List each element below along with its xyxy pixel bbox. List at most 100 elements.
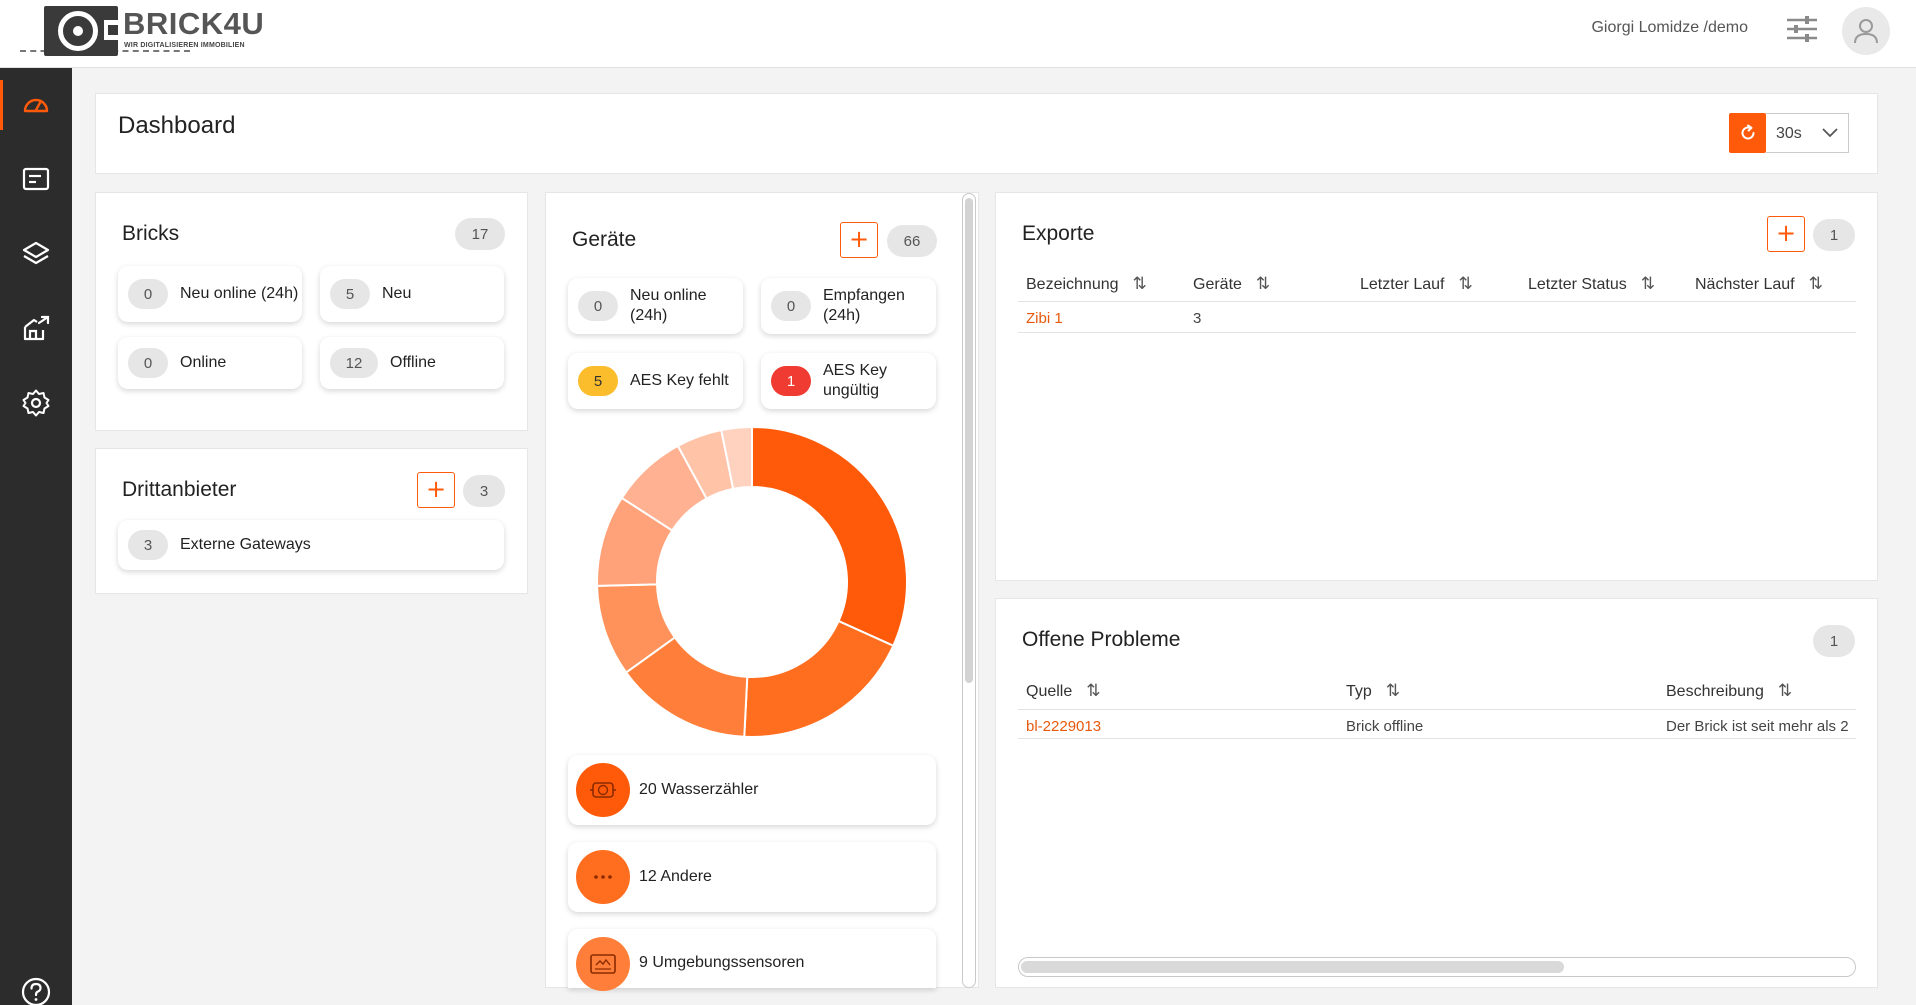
refresh-interval-value: 30s: [1776, 125, 1802, 142]
geraete-stat-empfangen[interactable]: 0 Empfangen (24h): [761, 278, 936, 334]
column-header-bezeichnung[interactable]: Bezeichnung ⇅: [1026, 274, 1147, 294]
sort-icon: ⇅: [1385, 681, 1401, 701]
refresh-button[interactable]: [1729, 113, 1766, 153]
stat-value: 0: [128, 348, 168, 378]
brand-name: BRICK4U: [123, 6, 265, 41]
sort-icon: ⇅: [1458, 274, 1473, 294]
add-geraet-button[interactable]: +: [840, 222, 878, 258]
header-divider: [1018, 709, 1856, 710]
legend-umgebungssensoren[interactable]: 9 Umgebungssensoren: [568, 929, 936, 991]
logo-icon[interactable]: [44, 6, 122, 56]
export-icon: [23, 315, 50, 341]
probleme-count: 1: [1813, 625, 1855, 657]
layers-icon: [22, 241, 50, 265]
bricks-stat-neu[interactable]: 5 Neu: [320, 266, 504, 322]
sidebar-item-help[interactable]: [0, 966, 72, 1005]
sidebar-item-export[interactable]: [0, 297, 72, 359]
exporte-count: 1: [1813, 219, 1855, 251]
user-avatar-icon: [1854, 19, 1878, 44]
externe-gateways-item[interactable]: 3 Externe Gateways: [118, 520, 504, 570]
sidebar-item-layers[interactable]: [0, 223, 72, 285]
row-divider: [1018, 332, 1856, 333]
help-icon: [21, 977, 51, 1005]
donut-slice-7[interactable]: [720, 425, 753, 491]
column-header-beschreibung[interactable]: Beschreibung ⇅: [1666, 681, 1793, 701]
user-name[interactable]: Giorgi Lomidze /demo: [1591, 19, 1748, 36]
problem-source-link[interactable]: bl-2229013: [1026, 718, 1102, 735]
sidebar-item-dashboard[interactable]: [0, 74, 72, 136]
column-header-quelle[interactable]: Quelle ⇅: [1026, 681, 1101, 701]
sort-icon: ⇅: [1086, 681, 1101, 701]
stat-label: Externe Gateways: [180, 536, 311, 553]
donut-slice-0[interactable]: [751, 425, 908, 648]
geraete-stat-neu-online[interactable]: 0 Neu online (24h): [568, 278, 743, 334]
header-divider: [1018, 301, 1856, 302]
column-header-letzter-lauf[interactable]: Letzter Lauf ⇅: [1360, 274, 1473, 294]
geraete-donut-chart: [596, 425, 908, 738]
sort-icon: ⇅: [1255, 274, 1271, 294]
export-name-link[interactable]: Zibi 1: [1026, 310, 1063, 327]
stat-label: Online: [180, 354, 227, 371]
stat-label: Offline: [390, 354, 436, 371]
legend-label: 9 Umgebungssensoren: [639, 954, 805, 971]
probleme-table: Quelle ⇅ Typ ⇅ Beschreibung ⇅ bl-2229013 Br…: [1018, 674, 1856, 744]
stat-label: Empfangen (24h): [823, 287, 905, 324]
stat-value: 0: [128, 279, 168, 309]
stat-value: 0: [578, 291, 618, 321]
tune-icon[interactable]: [1785, 15, 1819, 43]
sidebar-item-list[interactable]: [0, 148, 72, 210]
problem-description: Der Brick ist seit mehr als 2: [1666, 718, 1849, 735]
stat-value: 5: [330, 279, 370, 309]
user-avatar[interactable]: [1842, 7, 1890, 55]
stat-value: 0: [771, 291, 811, 321]
export-devices: 3: [1193, 310, 1202, 327]
more-dots-icon: [576, 850, 630, 904]
geraete-count: 66: [887, 225, 937, 257]
stat-value: 3: [128, 530, 168, 560]
drittanbieter-count: 3: [463, 475, 505, 507]
sort-icon: ⇅: [1640, 274, 1655, 294]
bricks-stat-neu-online[interactable]: 0 Neu online (24h): [118, 266, 302, 322]
column-header-typ[interactable]: Typ ⇅: [1346, 681, 1401, 701]
bricks-stat-online[interactable]: 0 Online: [118, 337, 302, 389]
refresh-icon: [1741, 124, 1754, 140]
stat-value: 5: [578, 366, 618, 396]
stat-label: AES Key ungültig: [823, 362, 888, 399]
column-header-geraete[interactable]: Geräte ⇅: [1193, 274, 1271, 294]
geraete-scrollbar[interactable]: [962, 193, 976, 988]
add-export-button[interactable]: +: [1767, 216, 1805, 252]
exporte-card: [995, 192, 1878, 581]
column-header-naechster-lauf[interactable]: Nächster Lauf ⇅: [1695, 274, 1823, 294]
geraete-stat-aes-key-ungueltig[interactable]: 1 AES Key ungültig: [761, 353, 936, 409]
probleme-scrollbar-thumb[interactable]: [1021, 961, 1564, 973]
geraete-scrollbar-thumb[interactable]: [965, 198, 973, 683]
sidebar-item-settings[interactable]: [0, 372, 72, 434]
stat-label: AES Key fehlt: [630, 372, 729, 389]
environment-sensor-icon: [576, 937, 630, 991]
settings-icon: [22, 389, 50, 417]
legend-label: 20 Wasserzähler: [639, 781, 759, 798]
top-bar: BRICK4U WIR DIGITALISIEREN IMMOBILIEN Gi…: [0, 0, 1916, 68]
stat-label: Neu online (24h): [180, 285, 299, 302]
geraete-title: Geräte: [572, 228, 637, 251]
exporte-title: Exporte: [1022, 222, 1095, 245]
bricks-stat-offline[interactable]: 12 Offline: [320, 337, 504, 389]
offene-probleme-card: [995, 598, 1878, 988]
list-icon: [22, 167, 50, 191]
legend-wasserzaehler[interactable]: 20 Wasserzähler: [568, 755, 936, 825]
legend-andere[interactable]: 12 Andere: [568, 842, 936, 912]
brand-tagline: WIR DIGITALISIEREN IMMOBILIEN: [124, 42, 245, 49]
water-meter-icon: [576, 763, 630, 817]
problem-type: Brick offline: [1346, 718, 1424, 735]
add-drittanbieter-button[interactable]: +: [417, 472, 455, 508]
stat-value: 1: [771, 366, 811, 396]
column-header-letzter-status[interactable]: Letzter Status ⇅: [1528, 274, 1655, 294]
sidebar: [0, 68, 72, 1005]
geraete-stat-aes-key-fehlt[interactable]: 5 AES Key fehlt: [568, 353, 743, 409]
legend-label: 12 Andere: [639, 868, 712, 885]
sort-icon: ⇅: [1132, 274, 1147, 294]
probleme-horizontal-scrollbar[interactable]: [1018, 957, 1856, 977]
stat-value: 12: [330, 348, 378, 378]
donut-slice-1[interactable]: [743, 619, 895, 738]
refresh-interval-select[interactable]: 30s: [1766, 113, 1849, 153]
